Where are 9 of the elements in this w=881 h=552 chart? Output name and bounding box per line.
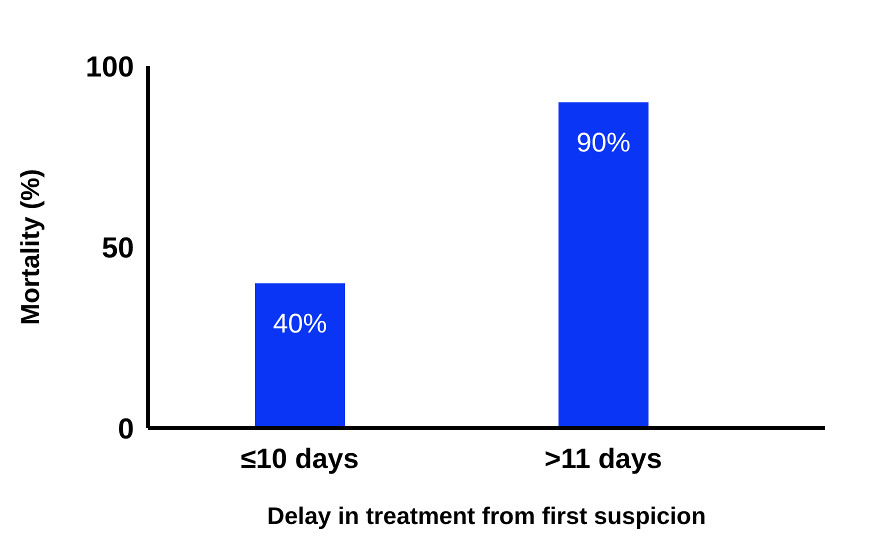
y-tick-label: 0 <box>118 413 134 446</box>
data-label: 40% <box>272 308 328 338</box>
x-axis-title: Delay in treatment from first suspicion <box>267 503 706 530</box>
y-tick-label: 100 <box>86 51 134 84</box>
y-axis-title: Mortality (%) <box>15 169 46 325</box>
y-tick-label: 50 <box>102 232 134 264</box>
x-tick-label: ≤10 days <box>240 442 359 474</box>
data-label: 90% <box>576 127 631 158</box>
x-tick-label: >11 days <box>544 442 662 474</box>
